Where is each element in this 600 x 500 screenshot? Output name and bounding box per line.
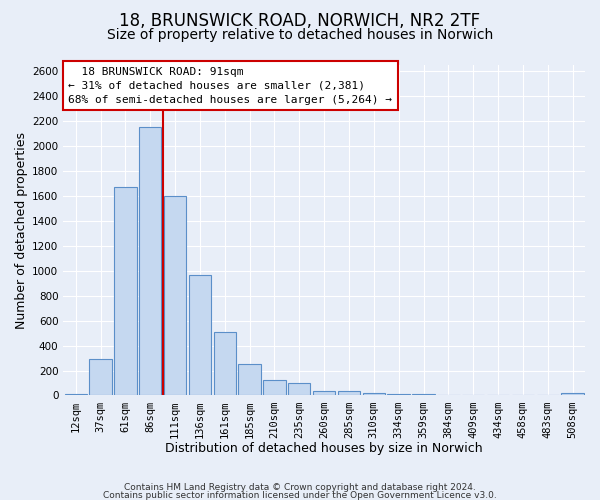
Bar [288, 383, 310, 396]
Bar [189, 274, 211, 396]
Text: Contains public sector information licensed under the Open Government Licence v3: Contains public sector information licen… [103, 492, 497, 500]
Bar [362, 393, 385, 396]
Bar [313, 391, 335, 396]
Bar [89, 358, 112, 396]
X-axis label: Distribution of detached houses by size in Norwich: Distribution of detached houses by size … [166, 442, 483, 455]
Text: Size of property relative to detached houses in Norwich: Size of property relative to detached ho… [107, 28, 493, 42]
Text: Contains HM Land Registry data © Crown copyright and database right 2024.: Contains HM Land Registry data © Crown c… [124, 483, 476, 492]
Y-axis label: Number of detached properties: Number of detached properties [15, 132, 28, 328]
Bar [164, 196, 186, 396]
Bar [238, 364, 261, 396]
Text: 18 BRUNSWICK ROAD: 91sqm
← 31% of detached houses are smaller (2,381)
68% of sem: 18 BRUNSWICK ROAD: 91sqm ← 31% of detach… [68, 66, 392, 104]
Text: 18, BRUNSWICK ROAD, NORWICH, NR2 2TF: 18, BRUNSWICK ROAD, NORWICH, NR2 2TF [119, 12, 481, 30]
Bar [139, 128, 161, 396]
Bar [388, 394, 410, 396]
Bar [214, 332, 236, 396]
Bar [562, 393, 584, 396]
Bar [65, 394, 87, 396]
Bar [412, 394, 434, 396]
Bar [338, 391, 360, 396]
Bar [114, 187, 137, 396]
Bar [263, 380, 286, 396]
